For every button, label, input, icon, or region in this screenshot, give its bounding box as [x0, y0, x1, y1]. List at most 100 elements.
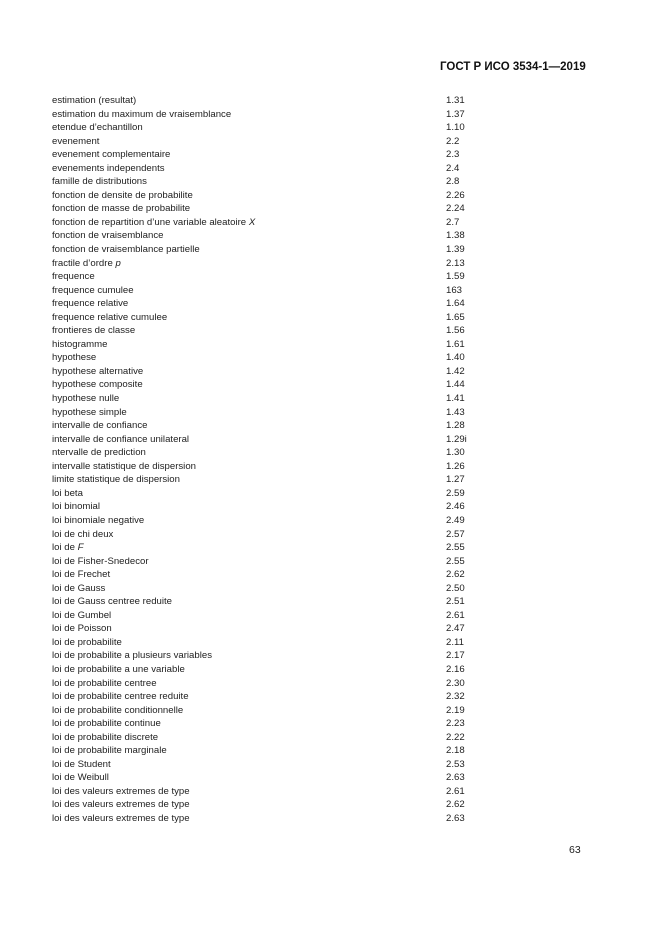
index-reference: 1.31: [446, 95, 465, 106]
index-term: estimation du maximum de vraisemblance: [52, 108, 231, 122]
term-text: loi de Student: [52, 758, 111, 770]
term-text: fonction de masse de probabilite: [52, 203, 191, 215]
term-text: evenement complementaire: [52, 149, 171, 161]
term-text: loi de Gauss: [52, 582, 106, 594]
term-text: fonction de repartition d’une variable a…: [52, 216, 249, 228]
index-entry: loi des valeurs extremes de type 2.63: [52, 812, 472, 826]
term-text: frequence relative: [52, 298, 129, 310]
index-term: limite statistique de dispersion: [52, 473, 180, 487]
index-term: hypothese alternative: [52, 365, 143, 379]
term-symbol: p: [115, 257, 121, 269]
term-text: loi de Poisson: [52, 623, 112, 635]
index-term: loi de Gumbel: [52, 609, 111, 623]
index-term: frequence: [52, 270, 95, 284]
index-entry: loi de probabilite centree 2.30: [52, 677, 472, 691]
term-text: fractile d’ordre: [52, 257, 116, 269]
index-term: histogramme: [52, 338, 107, 352]
index-entry: loi de F 2.55: [52, 541, 472, 555]
index-list: estimation (resultat) 1.31 estimation du m…: [52, 94, 472, 826]
index-entry: hypothese simple 1.43: [52, 406, 472, 420]
term-symbol: F: [77, 542, 84, 554]
term-symbol: X: [248, 216, 256, 228]
index-entry: loi de Gumbel 2.61: [52, 609, 472, 623]
term-text: loi de probabilite continue: [52, 718, 161, 730]
term-text: loi de probabilite marginale: [52, 745, 167, 757]
index-term: hypothese: [52, 351, 96, 365]
term-text: fonction de vraisemblance: [52, 230, 164, 242]
index-reference: 1.43: [446, 406, 465, 418]
index-entry: loi de Gauss 2.50: [52, 582, 472, 596]
index-entry: loi de probabilite a plusieurs variables…: [52, 649, 472, 663]
index-reference: 2.24: [446, 203, 465, 215]
index-entry: hypothese nulle 1.41: [52, 392, 472, 406]
term-text: intervalle de confiance unilateral: [52, 433, 190, 445]
index-entry: loi de probabilite a une variable 2.16: [52, 663, 472, 677]
index-reference: 2.18: [446, 745, 465, 757]
index-term: fonction de vraisemblance: [52, 229, 163, 243]
index-entry: frequence cumulee 163: [52, 284, 472, 298]
index-term: intervalle statistique de dispersion: [52, 460, 196, 474]
index-term: hypothese composite: [52, 378, 143, 392]
index-entry: loi de probabilite conditionnelle 2.19: [52, 704, 472, 718]
index-term: fonction de masse de probabilite: [52, 202, 190, 216]
index-entry: loi binomiale negative 2.49: [52, 514, 472, 528]
index-term: loi de F: [52, 541, 83, 555]
term-text: loi de Fisher-Snedecor: [52, 555, 149, 567]
term-text: loi de Weibull: [52, 772, 109, 784]
page-number: 63: [569, 844, 581, 856]
index-reference: 2.17: [446, 650, 465, 662]
index-term: loi des valeurs extremes de type: [52, 812, 190, 826]
index-entry: histogramme 1.61: [52, 338, 472, 352]
index-entry: frequence relative 1.64: [52, 297, 472, 311]
term-text: hypothese alternative: [52, 365, 144, 377]
index-term: loi de Frechet: [52, 568, 110, 582]
index-term: hypothese nulle: [52, 392, 119, 406]
index-reference: 1.56: [446, 325, 465, 337]
index-term: intervalle de confiance: [52, 419, 147, 433]
term-text: loi de probabilite a une variable: [52, 663, 185, 675]
term-text: loi des valeurs extremes de type: [52, 812, 190, 824]
index-entry: fonction de masse de probabilite 2.24: [52, 202, 472, 216]
index-term: fonction de densite de probabilite: [52, 189, 193, 203]
index-term: frequence relative cumulee: [52, 311, 167, 325]
index-entry: fractile d’ordre p 2.13: [52, 257, 472, 271]
term-text: loi des valeurs extremes de type: [52, 799, 190, 811]
index-entry: hypothese alternative 1.42: [52, 365, 472, 379]
index-reference: 2.61: [446, 785, 465, 797]
index-entry: evenement complementaire 2.3: [52, 148, 472, 162]
term-text: fonction de densite de probabilite: [52, 189, 193, 201]
index-entry: loi de probabilite discrete 2.22: [52, 731, 472, 745]
index-reference: 2.23: [446, 718, 465, 730]
index-entry: loi binomial 2.46: [52, 500, 472, 514]
index-entry: loi de probabilite marginale 2.18: [52, 744, 472, 758]
index-reference: 2.13: [446, 257, 465, 269]
index-entry: loi de Fisher-Snedecor 2.55: [52, 555, 472, 569]
index-reference: 2.2: [446, 135, 460, 147]
index-entry: loi de Frechet 2.62: [52, 568, 472, 582]
index-reference: 2.62: [446, 569, 465, 581]
index-entry: intervalle de confiance 1.28: [52, 419, 472, 433]
index-term: fonction de repartition d’une variable a…: [52, 216, 255, 230]
index-entry: estimation du maximum de vraisemblance 1.…: [52, 108, 472, 122]
term-text: loi de probabilite a plusieurs variables: [52, 650, 212, 662]
index-reference: 2.50: [446, 582, 465, 594]
term-text: fonction de vraisemblance partielle: [52, 244, 200, 256]
index-reference: 2.30: [446, 677, 465, 689]
term-text: ntervalle de prediction: [52, 447, 146, 459]
index-reference: 163: [446, 284, 463, 296]
index-reference: 2.16: [446, 663, 465, 675]
index-reference: 1.30: [446, 447, 465, 459]
index-reference: 2.4: [446, 162, 460, 174]
index-reference: 1.65: [446, 311, 465, 323]
index-term: loi de probabilite conditionnelle: [52, 704, 183, 718]
index-reference: 1.29i: [446, 433, 467, 445]
index-entry: loi de Weibull 2.63: [52, 771, 472, 785]
index-term: loi de Student: [52, 758, 111, 772]
index-term: intervalle de confiance unilateral: [52, 433, 189, 447]
index-term: frequence cumulee: [52, 284, 134, 298]
index-term: loi de Weibull: [52, 771, 109, 785]
term-text: hypothese nulle: [52, 393, 120, 405]
index-term: loi beta: [52, 487, 83, 501]
index-term: fractile d’ordre p: [52, 257, 121, 271]
index-reference: 2.32: [446, 691, 465, 703]
